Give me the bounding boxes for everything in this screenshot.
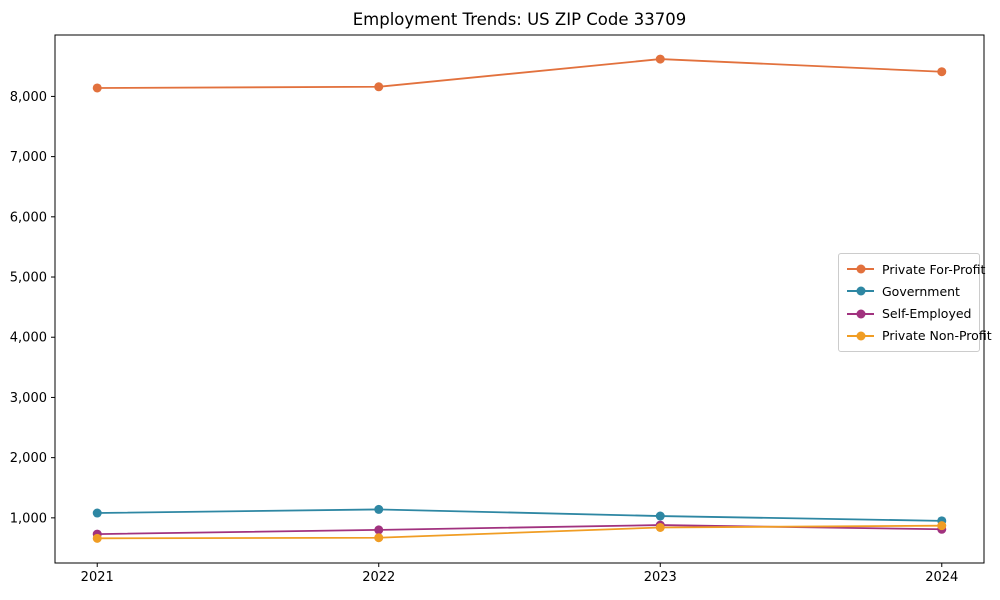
- y-axis-tick-label: 7,000: [10, 150, 47, 165]
- x-axis-tick-label: 2024: [925, 570, 958, 585]
- series-line-government: [97, 508, 942, 522]
- line-marker-icon: [847, 331, 874, 341]
- legend-label: Self-Employed: [882, 306, 972, 322]
- line-marker-icon: [847, 286, 874, 296]
- y-axis-tick-label: 5,000: [10, 271, 47, 286]
- legend-item-self-employed: Self-Employed: [847, 303, 971, 325]
- data-point-marker: [937, 521, 947, 531]
- data-point-marker: [374, 533, 384, 543]
- x-axis-tick-label: 2021: [81, 570, 114, 585]
- y-axis-tick-label: 6,000: [10, 210, 47, 225]
- data-point-marker: [374, 525, 384, 535]
- legend-item-private-non-profit: Private Non-Profit: [847, 325, 992, 347]
- series-line-private-for-profit: [97, 58, 942, 89]
- data-point-marker: [92, 508, 102, 518]
- data-point-marker: [92, 83, 102, 93]
- legend-item-private-for-profit: Private For-Profit: [847, 258, 985, 280]
- y-axis-tick-label: 2,000: [10, 451, 47, 466]
- legend-label: Private For-Profit: [882, 261, 986, 277]
- plot-area-border: [54, 34, 985, 564]
- y-axis-tick-label: 4,000: [10, 331, 47, 346]
- legend-label: Private Non-Profit: [882, 328, 992, 344]
- data-point-marker: [374, 82, 384, 92]
- legend-label: Government: [882, 283, 960, 299]
- chart-title: Employment Trends: US ZIP Code 33709: [352, 10, 687, 29]
- y-axis-tick-label: 8,000: [10, 90, 47, 105]
- data-point-marker: [374, 504, 384, 514]
- x-axis-tick-label: 2022: [362, 570, 395, 585]
- x-axis-tick-label: 2023: [644, 570, 677, 585]
- line-marker-icon: [847, 309, 874, 319]
- data-point-marker: [655, 54, 665, 64]
- data-point-marker: [655, 511, 665, 521]
- y-axis-tick-label: 1,000: [10, 511, 47, 526]
- legend-item-government: Government: [847, 280, 971, 302]
- legend: Private For-Profit Government Self-Emplo…: [838, 253, 992, 352]
- data-point-marker: [937, 67, 947, 77]
- line-marker-icon: [847, 264, 874, 274]
- data-point-marker: [92, 533, 102, 543]
- y-axis-tick-label: 3,000: [10, 391, 47, 406]
- series-line-private-non-profit: [97, 524, 942, 540]
- data-point-marker: [655, 522, 665, 532]
